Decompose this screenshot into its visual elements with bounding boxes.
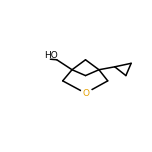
Text: O: O [82, 89, 89, 98]
Text: HO: HO [44, 51, 58, 60]
